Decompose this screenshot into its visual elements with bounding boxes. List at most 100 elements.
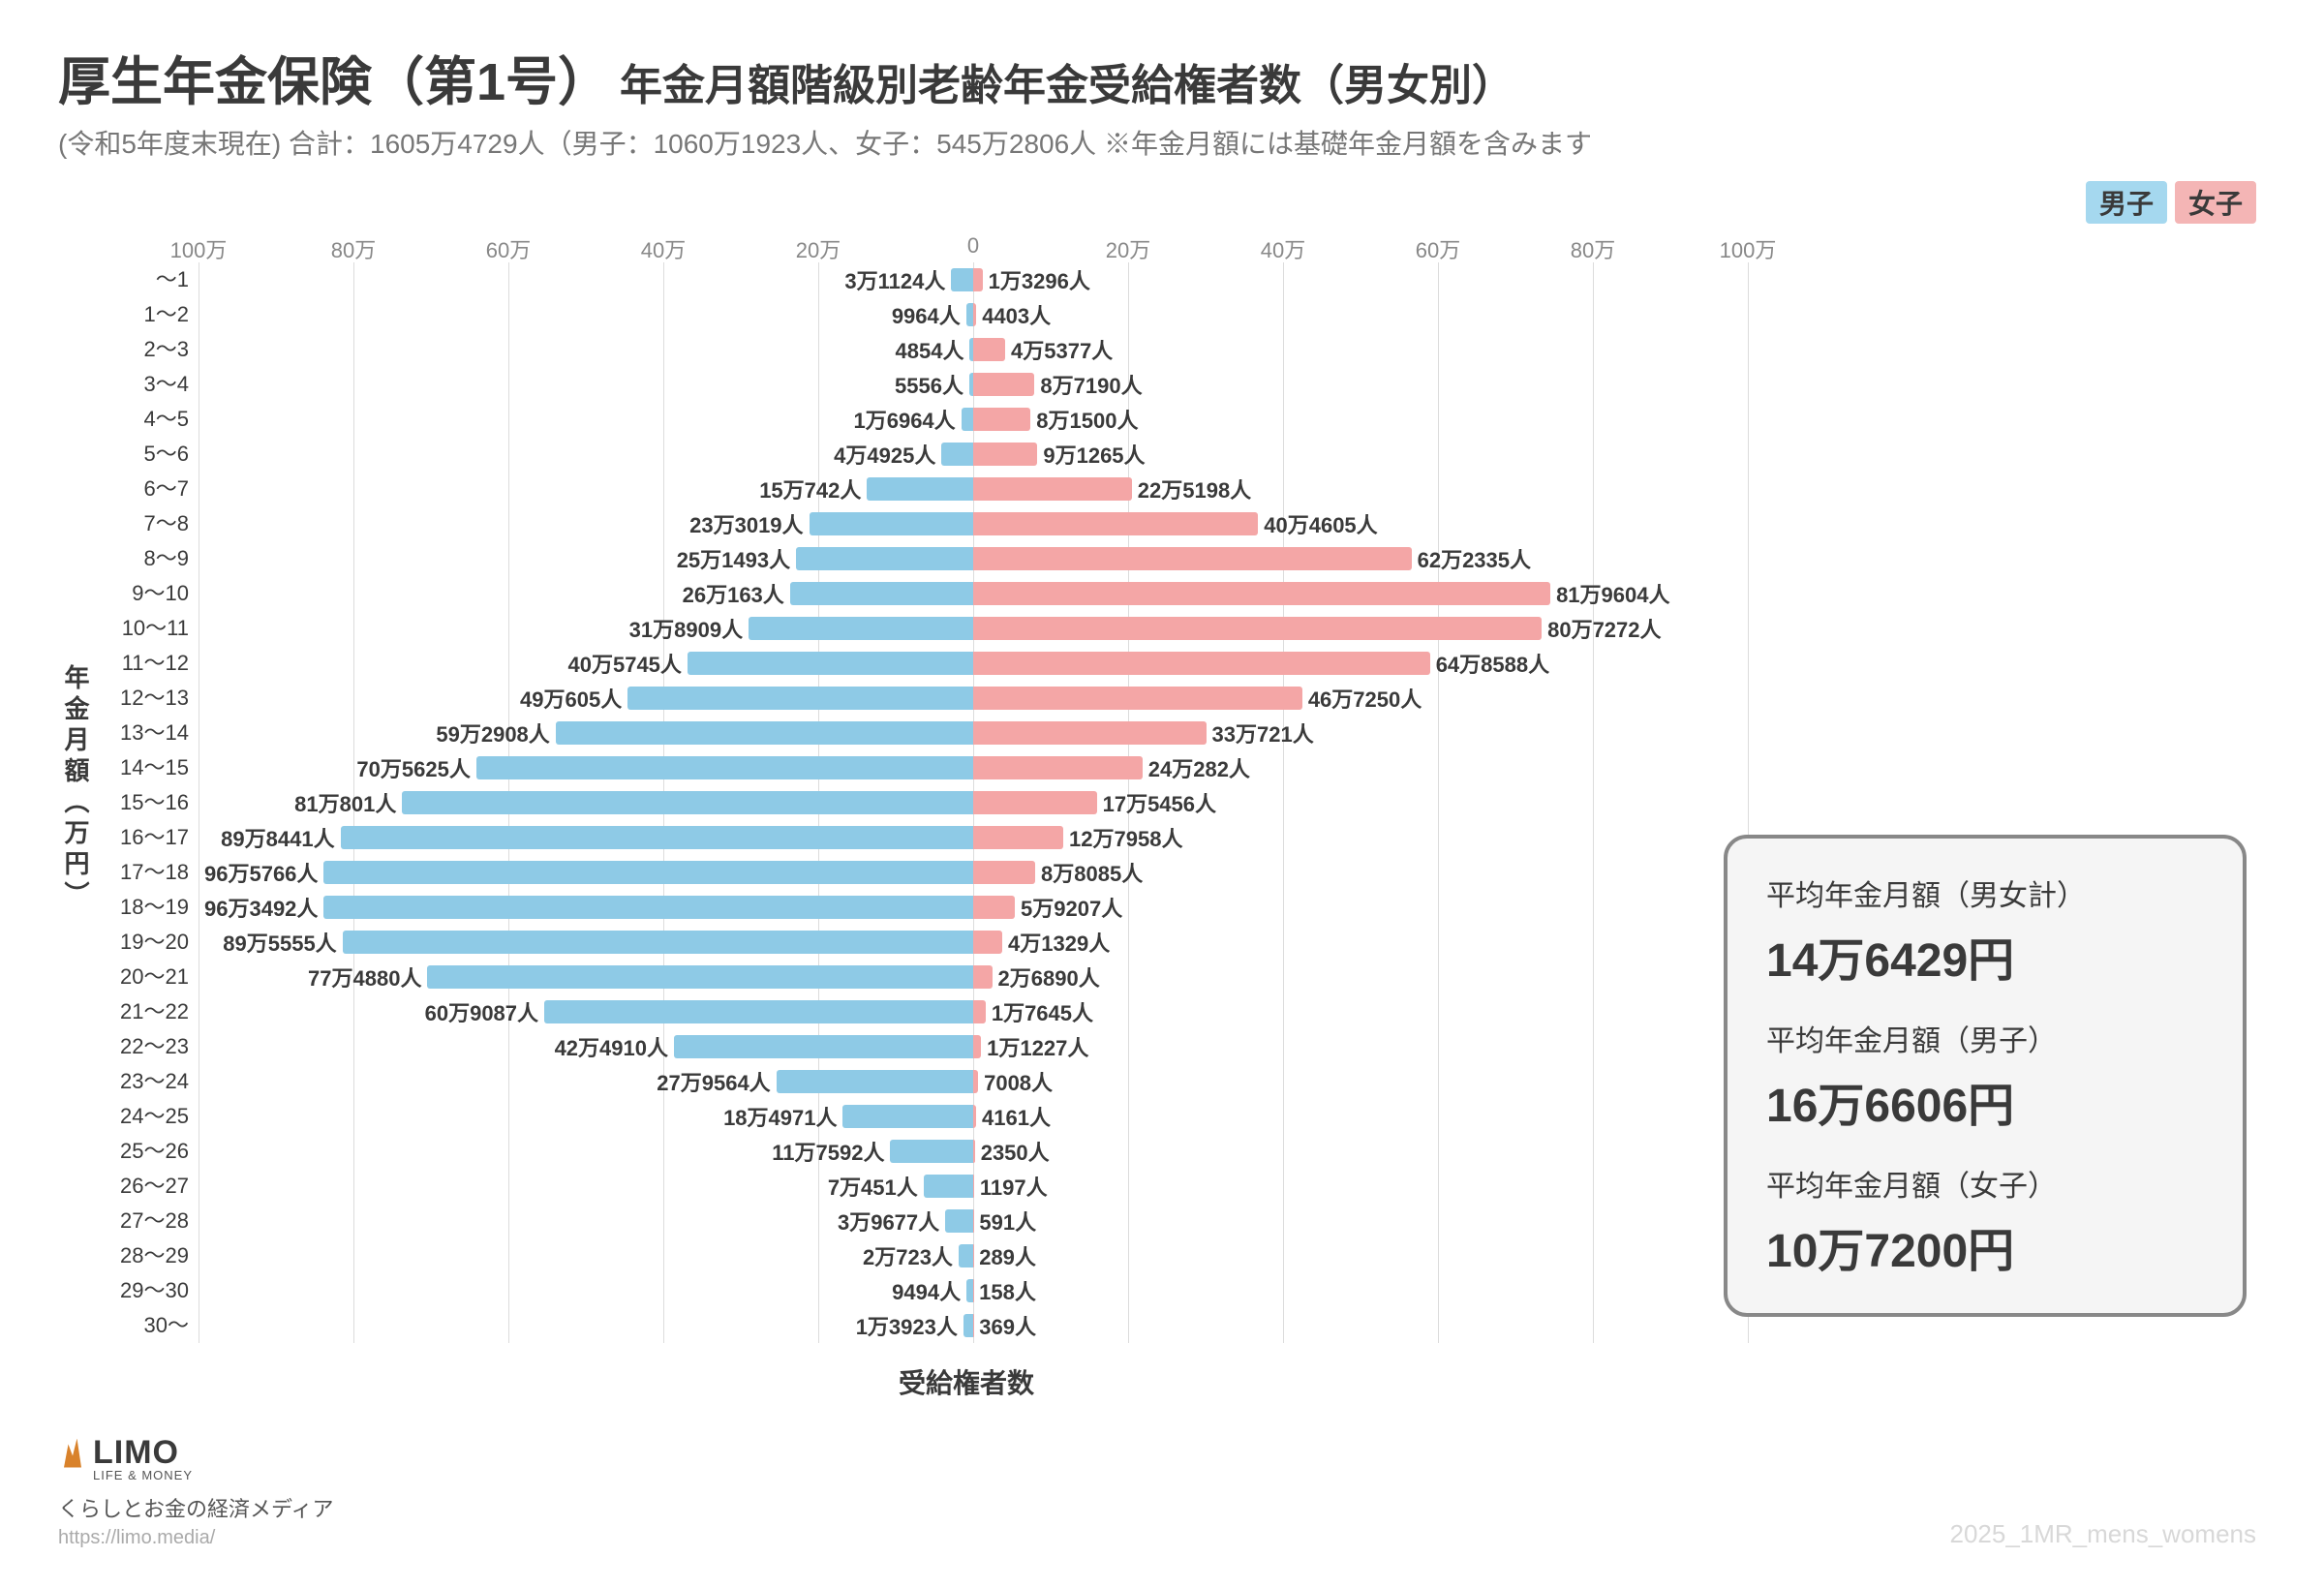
female-value-label: 4万1329人 (1002, 927, 1116, 958)
bar-row: 89万5555人4万1329人 (199, 925, 1748, 960)
male-bar (962, 408, 973, 431)
male-bar (402, 791, 973, 814)
female-value-label: 1万7645人 (986, 996, 1099, 1027)
x-axis-label: 受給権者数 (192, 1362, 1741, 1401)
bar-row: 77万4880人2万6890人 (199, 960, 1748, 994)
male-bar (941, 443, 973, 466)
y-axis-label: 年金月額（万円） (58, 664, 94, 912)
female-bar (973, 547, 1412, 570)
male-value-label: 25万1493人 (671, 543, 796, 574)
logo-tagline: LIFE & MONEY (93, 1468, 333, 1482)
male-value-label: 4854人 (890, 334, 970, 365)
female-value-label: 62万2335人 (1412, 543, 1537, 574)
male-value-label: 11万7592人 (766, 1136, 890, 1167)
male-value-label: 49万605人 (514, 683, 627, 714)
bar-row: 5556人8万7190人 (199, 367, 1748, 402)
male-value-label: 4万4925人 (828, 439, 941, 470)
title-main: 厚生年金保険（第1号） (58, 39, 610, 115)
y-category: 13～14 (102, 716, 189, 750)
y-category: 7～8 (102, 506, 189, 541)
legend-male: 男子 (2086, 181, 2167, 224)
y-category-labels: ～11～22～33～44～55～66～77～88～99～1010～1111～12… (102, 233, 199, 1343)
male-bar (323, 861, 973, 884)
male-bar (777, 1070, 973, 1093)
male-value-label: 96万5766人 (199, 857, 323, 888)
female-value-label: 9万1265人 (1037, 439, 1150, 470)
male-bar (556, 721, 973, 745)
y-category: 10～11 (102, 611, 189, 646)
bar-row: 3万9677人591人 (199, 1204, 1748, 1238)
bar-row: 42万4910人1万1227人 (199, 1029, 1748, 1064)
y-category: 22～23 (102, 1029, 189, 1064)
y-category: 9～10 (102, 576, 189, 611)
x-tick: 60万 (1416, 233, 1460, 264)
y-category: 5～6 (102, 437, 189, 472)
x-tick: 100万 (170, 233, 228, 264)
male-bar (343, 931, 973, 954)
male-value-label: 59万2908人 (430, 718, 555, 748)
male-value-label: 70万5625人 (351, 752, 475, 783)
female-bar (973, 1000, 986, 1023)
male-bar (341, 826, 973, 849)
summary-label-male: 平均年金月額（男子） (1766, 1017, 2204, 1059)
female-value-label: 8万8085人 (1035, 857, 1148, 888)
y-category: 21～22 (102, 994, 189, 1029)
female-bar (973, 965, 993, 989)
female-bar (973, 721, 1207, 745)
female-value-label: 158人 (973, 1275, 1042, 1306)
bar-row: 27万9564人7008人 (199, 1064, 1748, 1099)
male-bar (963, 1314, 973, 1337)
y-category: 1～2 (102, 297, 189, 332)
female-bar (973, 687, 1302, 710)
summary-value-total: 14万6429円 (1766, 922, 2204, 990)
bar-row: 1万6964人8万1500人 (199, 402, 1748, 437)
male-bar (924, 1175, 973, 1198)
bar-row: 4854人4万5377人 (199, 332, 1748, 367)
footer-url: https://limo.media/ (58, 1527, 333, 1549)
legend-female: 女子 (2175, 181, 2256, 224)
female-bar (973, 373, 1034, 396)
female-value-label: 2350人 (975, 1136, 1055, 1167)
x-tick: 100万 (1720, 233, 1777, 264)
bar-row: 70万5625人 24万282人 (199, 750, 1748, 785)
y-category: 14～15 (102, 750, 189, 785)
male-bar (427, 965, 973, 989)
plot-area: 100万80万60万40万20万020万40万60万80万100万 3万1124… (199, 233, 1748, 1343)
bar-rows: 3万1124人1万3296人9964人4403人4854人4万5377人5556… (199, 262, 1748, 1343)
male-value-label: 1万6964人 (847, 404, 961, 435)
logo-icon (58, 1439, 87, 1468)
male-bar (688, 652, 973, 675)
y-category: 27～28 (102, 1204, 189, 1238)
x-tick: 20万 (1106, 233, 1150, 264)
y-category: 15～16 (102, 785, 189, 820)
bar-row: 18万4971人4161人 (199, 1099, 1748, 1134)
male-bar (966, 1279, 973, 1302)
male-value-label: 2万723人 (857, 1240, 959, 1271)
male-value-label: 27万9564人 (651, 1066, 776, 1097)
bar-row: 11万7592人 2350人 (199, 1134, 1748, 1169)
bar-row: 31万8909人80万7272人 (199, 611, 1748, 646)
bar-row: 23万3019人40万4605人 (199, 506, 1748, 541)
footer: LIMO LIFE & MONEY くらしとお金の経済メディア https://… (58, 1434, 333, 1549)
y-category: 17～18 (102, 855, 189, 890)
female-bar (973, 408, 1030, 431)
y-category: 16～17 (102, 820, 189, 855)
male-bar (951, 268, 973, 291)
male-value-label: 77万4880人 (302, 962, 427, 992)
bar-row: 59万2908人33万721人 (199, 716, 1748, 750)
male-value-label: 26万163人 (677, 578, 790, 609)
female-value-label: 81万9604人 (1550, 578, 1675, 609)
male-bar (959, 1244, 973, 1267)
male-value-label: 9964人 (886, 299, 966, 330)
female-value-label: 289人 (973, 1240, 1042, 1271)
bar-row: 49万605人46万7250人 (199, 681, 1748, 716)
x-tick: 0 (967, 233, 979, 259)
male-value-label: 5556人 (889, 369, 969, 400)
female-value-label: 4403人 (976, 299, 1056, 330)
female-value-label: 24万282人 (1143, 752, 1256, 783)
male-value-label: 81万801人 (289, 787, 402, 818)
female-bar (973, 582, 1550, 605)
bar-row: 15万742人22万5198人 (199, 472, 1748, 506)
logo: LIMO (58, 1434, 333, 1472)
male-value-label: 3万9677人 (832, 1206, 945, 1237)
